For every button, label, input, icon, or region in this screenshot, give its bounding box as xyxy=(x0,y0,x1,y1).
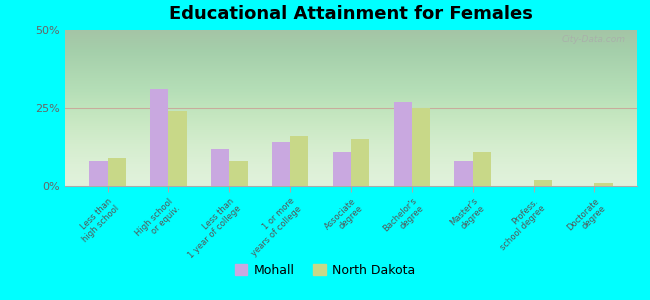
Bar xyxy=(89,161,108,186)
Bar xyxy=(594,183,613,186)
Bar xyxy=(229,161,248,186)
Text: City-Data.com: City-Data.com xyxy=(562,35,625,44)
Bar xyxy=(534,180,552,186)
Bar xyxy=(473,152,491,186)
Bar xyxy=(351,139,369,186)
Bar xyxy=(272,142,290,186)
Bar xyxy=(211,148,229,186)
Bar xyxy=(108,158,126,186)
Bar xyxy=(150,89,168,186)
Legend: Mohall, North Dakota: Mohall, North Dakota xyxy=(229,259,421,282)
Bar xyxy=(290,136,308,186)
Bar xyxy=(412,108,430,186)
Title: Educational Attainment for Females: Educational Attainment for Females xyxy=(169,5,533,23)
Bar xyxy=(168,111,187,186)
Bar xyxy=(454,161,473,186)
Bar xyxy=(333,152,351,186)
Bar xyxy=(394,102,412,186)
